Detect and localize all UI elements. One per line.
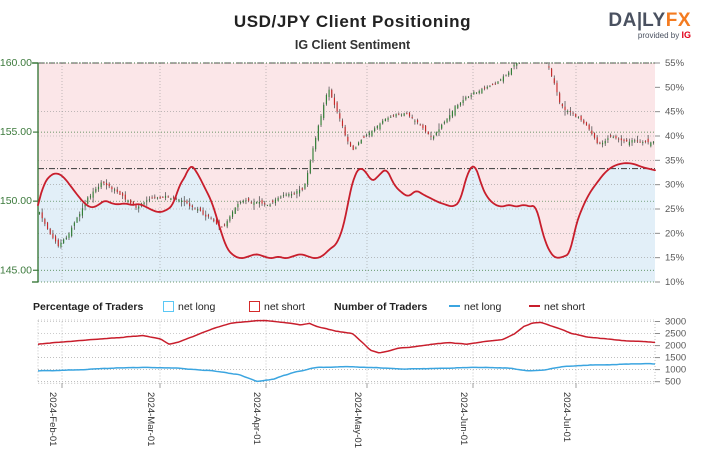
svg-text:50%: 50%: [665, 82, 685, 93]
svg-text:3000: 3000: [665, 317, 686, 328]
svg-text:2500: 2500: [665, 329, 686, 340]
svg-text:30%: 30%: [665, 180, 685, 191]
svg-text:500: 500: [665, 377, 681, 388]
svg-text:20%: 20%: [665, 228, 685, 239]
svg-text:145.00: 145.00: [0, 264, 32, 276]
svg-text:25%: 25%: [665, 204, 685, 215]
svg-text:45%: 45%: [665, 107, 685, 118]
svg-text:160.00: 160.00: [0, 57, 32, 69]
svg-text:2000: 2000: [665, 341, 686, 352]
svg-text:40%: 40%: [665, 131, 685, 142]
svg-text:55%: 55%: [665, 58, 685, 69]
svg-text:150.00: 150.00: [0, 195, 32, 207]
svg-text:1500: 1500: [665, 353, 686, 364]
svg-text:35%: 35%: [665, 155, 685, 166]
svg-text:10%: 10%: [665, 277, 685, 288]
svg-text:15%: 15%: [665, 253, 685, 264]
svg-text:155.00: 155.00: [0, 126, 32, 138]
svg-text:1000: 1000: [665, 365, 686, 376]
